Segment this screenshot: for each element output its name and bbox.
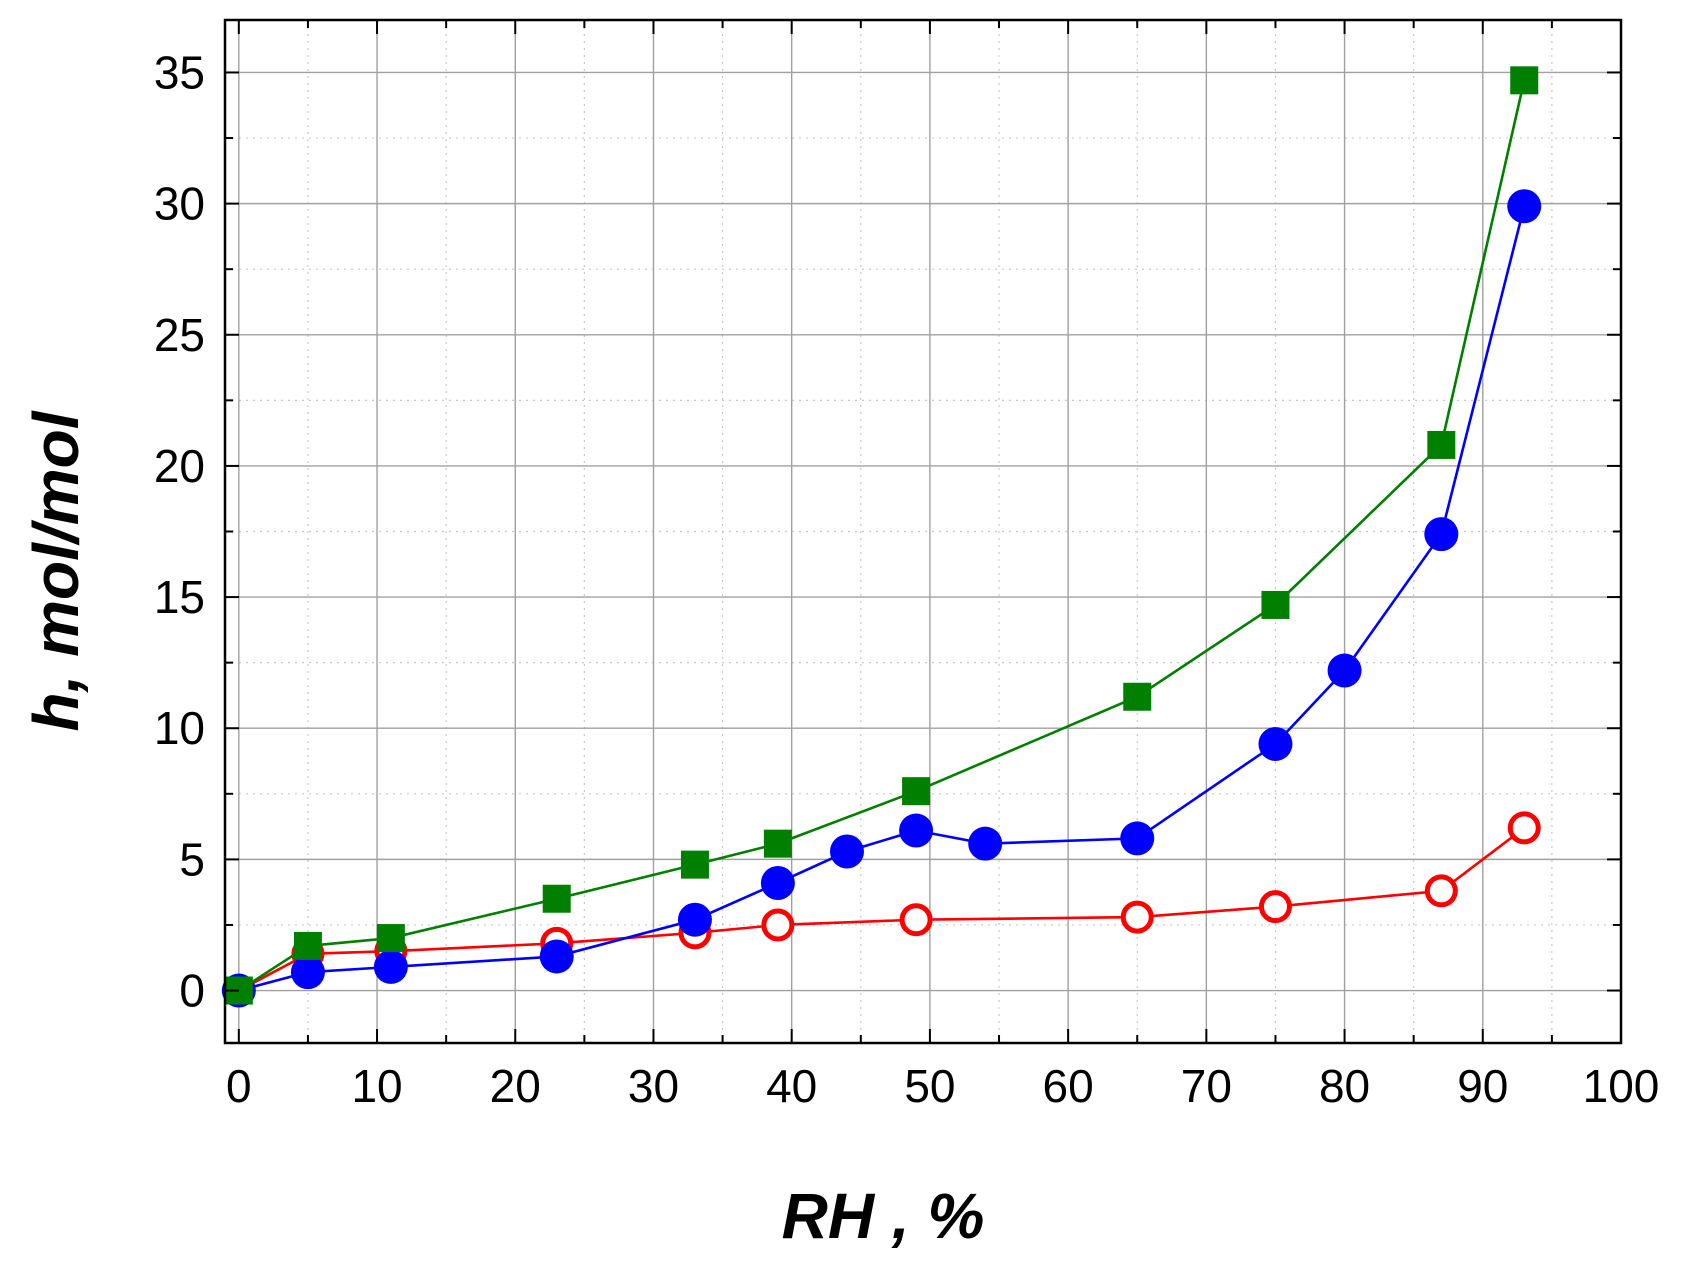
data-point (829, 834, 864, 869)
x-axis-title: RH , % (782, 1180, 985, 1252)
data-point (1424, 874, 1458, 908)
data-point (539, 939, 574, 974)
data-point (1510, 66, 1539, 95)
series-0 (224, 66, 1539, 1005)
x-tick-label: 80 (1319, 1060, 1370, 1112)
x-tick-label: 10 (351, 1060, 402, 1112)
x-tick-label: 20 (490, 1060, 541, 1112)
data-point (1327, 653, 1362, 688)
data-point (1258, 726, 1293, 761)
data-point (373, 949, 408, 984)
y-tick-label: 20 (154, 440, 205, 492)
tick-labels: 0 10 20 30 40 50 60 70 80 90 100 0 5 10 15 20 25 30 35 (154, 46, 1660, 1112)
data-point (293, 931, 322, 960)
data-point (376, 924, 405, 953)
data-point (542, 884, 571, 913)
series-1 (221, 189, 1542, 1008)
y-tick-label: 25 (154, 309, 205, 361)
series-layer (221, 66, 1542, 1008)
data-point (763, 829, 792, 858)
plot-frame (223, 18, 1623, 1045)
y-tick-label: 35 (154, 46, 205, 98)
data-point (899, 903, 933, 937)
series-line (238, 205, 1526, 992)
data-point (761, 908, 795, 942)
x-tick-label: 50 (904, 1060, 955, 1112)
x-tick-label: 0 (226, 1060, 252, 1112)
series-line (238, 80, 1526, 992)
y-tick-label: 10 (154, 702, 205, 754)
x-tick-label: 70 (1181, 1060, 1232, 1112)
grid (225, 20, 1621, 1043)
x-tick-label: 100 (1583, 1060, 1660, 1112)
y-axis-title: h, mol/mol (20, 410, 92, 731)
data-point (899, 813, 934, 848)
data-point (760, 865, 795, 900)
y-tick-label: 15 (154, 571, 205, 623)
data-point (902, 777, 931, 806)
data-point (290, 955, 325, 990)
data-point (1258, 890, 1292, 924)
data-point (968, 826, 1003, 861)
data-point (677, 902, 712, 937)
x-tick-label: 30 (628, 1060, 679, 1112)
ticks (225, 20, 1622, 1043)
series-2 (222, 811, 1541, 1008)
data-point (1424, 517, 1459, 552)
data-point (1123, 682, 1152, 711)
y-tick-label: 0 (179, 965, 205, 1017)
data-point (1261, 590, 1290, 619)
x-tick-label: 60 (1043, 1060, 1094, 1112)
data-point (1507, 189, 1542, 224)
data-point (1120, 900, 1154, 934)
x-tick-label: 90 (1457, 1060, 1508, 1112)
data-point (1427, 430, 1456, 459)
series-line (238, 826, 1526, 992)
data-point (1507, 811, 1541, 845)
y-tick-label: 30 (154, 178, 205, 230)
data-point (680, 850, 709, 879)
y-tick-label: 5 (179, 833, 205, 885)
x-tick-label: 40 (766, 1060, 817, 1112)
data-point (1120, 821, 1155, 856)
